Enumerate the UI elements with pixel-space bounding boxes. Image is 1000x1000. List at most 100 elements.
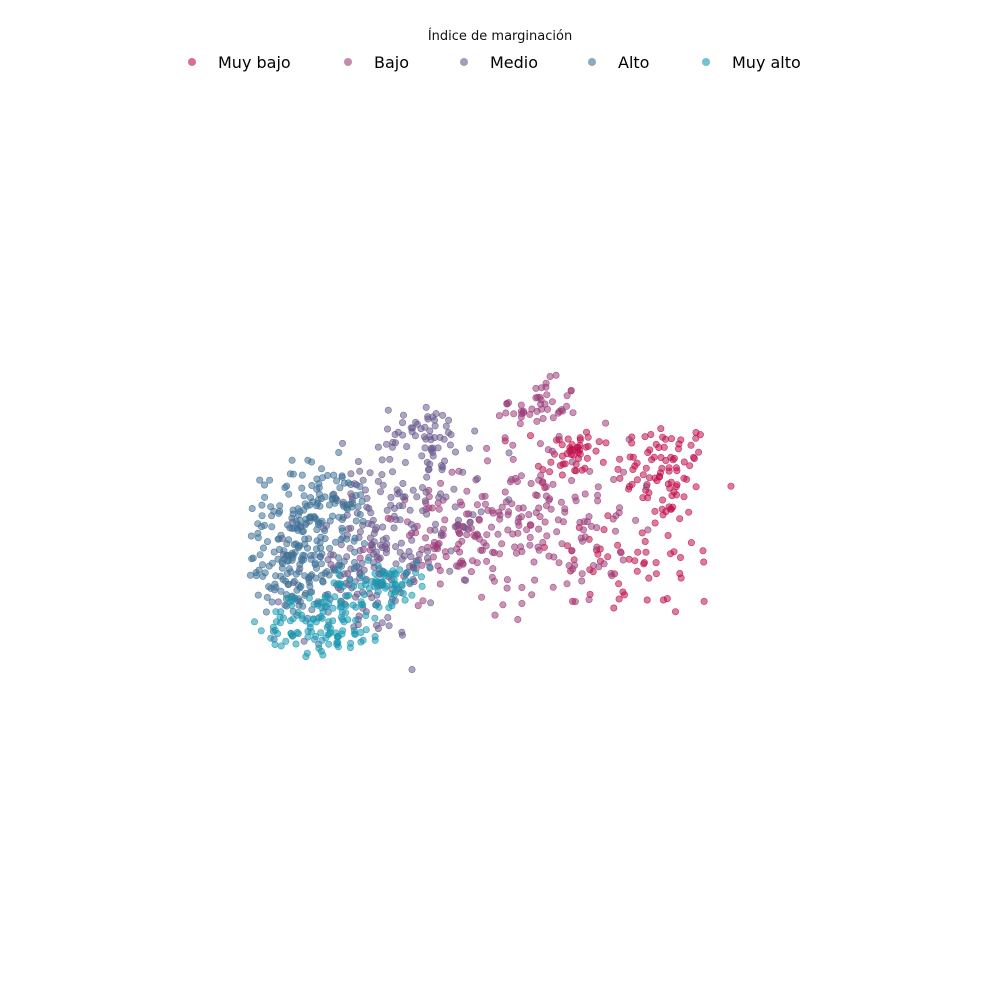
scatter-point [658,505,666,513]
scatter-point [578,570,586,578]
scatter-point [267,634,275,642]
scatter-point [366,534,374,542]
scatter-point [293,628,301,636]
scatter-point [483,444,491,452]
scatter-point [418,561,426,569]
scatter-point [356,510,364,518]
scatter-point [498,540,506,548]
scatter-point [321,593,329,601]
scatter-point [360,540,368,548]
scatter-point [383,540,391,548]
scatter-point [371,570,379,578]
scatter-point [372,621,380,629]
scatter-point [595,438,603,446]
scatter-point [685,508,693,516]
scatter-point [421,534,429,542]
scatter-point [302,617,310,625]
scatter-point [558,471,566,479]
scatter-point [317,629,325,637]
scatter-point [523,526,531,534]
scatter-point [670,454,678,462]
scatter-point [659,496,667,504]
scatter-point [306,588,314,596]
scatter-point [298,528,306,536]
scatter-point [547,458,555,466]
scatter-point [538,405,546,413]
scatter-point [329,604,337,612]
scatter-point [423,510,431,518]
legend-item-0: Muy bajo [188,51,291,73]
scatter-point [431,526,439,534]
scatter-point [292,640,300,648]
scatter-point [680,458,688,466]
scatter-point [454,516,462,524]
scatter-point [527,521,535,529]
scatter-point [414,602,422,610]
scatter-point [473,501,481,509]
scatter-point [403,443,411,451]
scatter-point [517,401,525,409]
scatter-point [294,608,302,616]
scatter-point [517,472,525,480]
scatter-point [353,562,361,570]
scatter-point [318,550,326,558]
scatter-point [482,542,490,550]
scatter-point [260,481,268,489]
scatter-point [300,637,308,645]
scatter-point [402,569,410,577]
scatter-point [604,553,612,561]
legend-marker [588,58,596,66]
scatter-point [576,441,584,449]
scatter-point [670,548,678,556]
scatter-point [271,580,279,588]
scatter-point [371,614,379,622]
scatter-point [366,469,374,477]
scatter-point [325,571,333,579]
scatter-point [338,473,346,481]
legend-label: Alto [618,52,650,72]
scatter-point [625,555,633,563]
scatter-point [352,517,360,525]
scatter-point [269,623,277,631]
scatter-point [531,576,539,584]
scatter-point [268,523,276,531]
scatter-point [360,591,368,599]
scatter-point [535,525,543,533]
scatter-point [642,548,650,556]
scatter-point [644,526,652,534]
scatter-point [427,599,435,607]
scatter-point [301,572,309,580]
scatter-point [607,569,615,577]
scatter-point [569,565,577,573]
scatter-point [543,391,551,399]
scatter-point [514,518,522,526]
scatter-point [651,507,659,515]
scatter-point [263,593,271,601]
scatter-point [329,512,337,520]
scatter-point [310,551,318,559]
scatter-point [700,597,708,605]
scatter-point [530,558,538,566]
scatter-point [516,420,524,428]
scatter-point [421,497,429,505]
scatter-point [293,586,301,594]
scatter-point [271,586,279,594]
scatter-point [502,409,510,417]
scatter-point [406,578,414,586]
scatter-point [418,582,426,590]
scatter-point [308,481,316,489]
scatter-point [439,411,447,419]
scatter-point [513,477,521,485]
scatter-point [542,483,550,491]
scatter-point [358,497,366,505]
scatter-point [561,505,569,513]
scatter-point [477,508,485,516]
scatter-point [287,568,295,576]
scatter-point [409,486,417,494]
scatter-point [571,493,579,501]
scatter-point [310,615,318,623]
scatter-point [382,549,390,557]
scatter-point [330,490,338,498]
scatter-point [542,379,550,387]
